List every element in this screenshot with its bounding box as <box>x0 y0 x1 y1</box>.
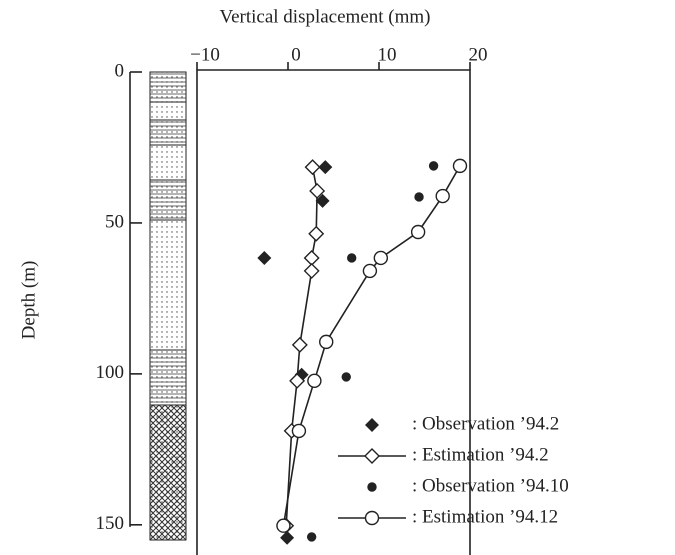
marker <box>308 225 325 242</box>
y-tick-label: 100 <box>96 362 125 383</box>
x-tick-label: 0 <box>291 44 301 65</box>
marker <box>364 510 380 526</box>
marker <box>373 250 389 266</box>
marker <box>307 373 322 389</box>
x-tick-label: −10 <box>190 44 220 65</box>
legend: : Observation ’94.2 : Estimation ’94.2 : O… <box>338 413 569 527</box>
soil-column <box>149 71 187 541</box>
marker <box>291 336 308 353</box>
marker <box>276 518 291 533</box>
legend-label: : Observation ’94.10 <box>412 475 569 496</box>
marker <box>428 161 439 171</box>
y-tick-label: 150 <box>96 513 125 534</box>
y-tick-label: 0 <box>115 60 125 81</box>
marker <box>435 188 450 204</box>
marker <box>319 334 334 350</box>
marker <box>309 182 326 199</box>
y-axis-title: Depth (m) <box>18 261 39 340</box>
legend-label: : Estimation ’94.2 <box>412 444 549 465</box>
marker <box>289 372 306 389</box>
marker <box>280 530 295 545</box>
legend-label: : Observation ’94.2 <box>412 413 559 434</box>
legend-label: : Estimation ’94.12 <box>412 506 558 527</box>
marker <box>303 249 320 266</box>
marker <box>367 482 377 492</box>
marker <box>362 263 378 279</box>
marker <box>291 423 307 439</box>
marker <box>341 372 351 382</box>
x-tick-label: 20 <box>469 44 488 65</box>
marker <box>303 262 320 279</box>
marker <box>364 448 380 464</box>
marker <box>410 224 426 240</box>
series-line <box>282 165 461 526</box>
marker <box>257 250 272 265</box>
marker <box>347 253 357 263</box>
y-tick-label: 50 <box>105 211 124 232</box>
axis-line <box>196 69 471 555</box>
marker <box>304 159 321 176</box>
x-tick-label: 10 <box>378 44 397 65</box>
chart-title: Vertical displacement (mm) <box>219 6 430 27</box>
marker <box>306 532 317 542</box>
marker <box>315 193 330 208</box>
marker <box>414 192 424 202</box>
marker <box>318 160 333 175</box>
marker <box>452 158 468 174</box>
marker <box>365 418 379 432</box>
